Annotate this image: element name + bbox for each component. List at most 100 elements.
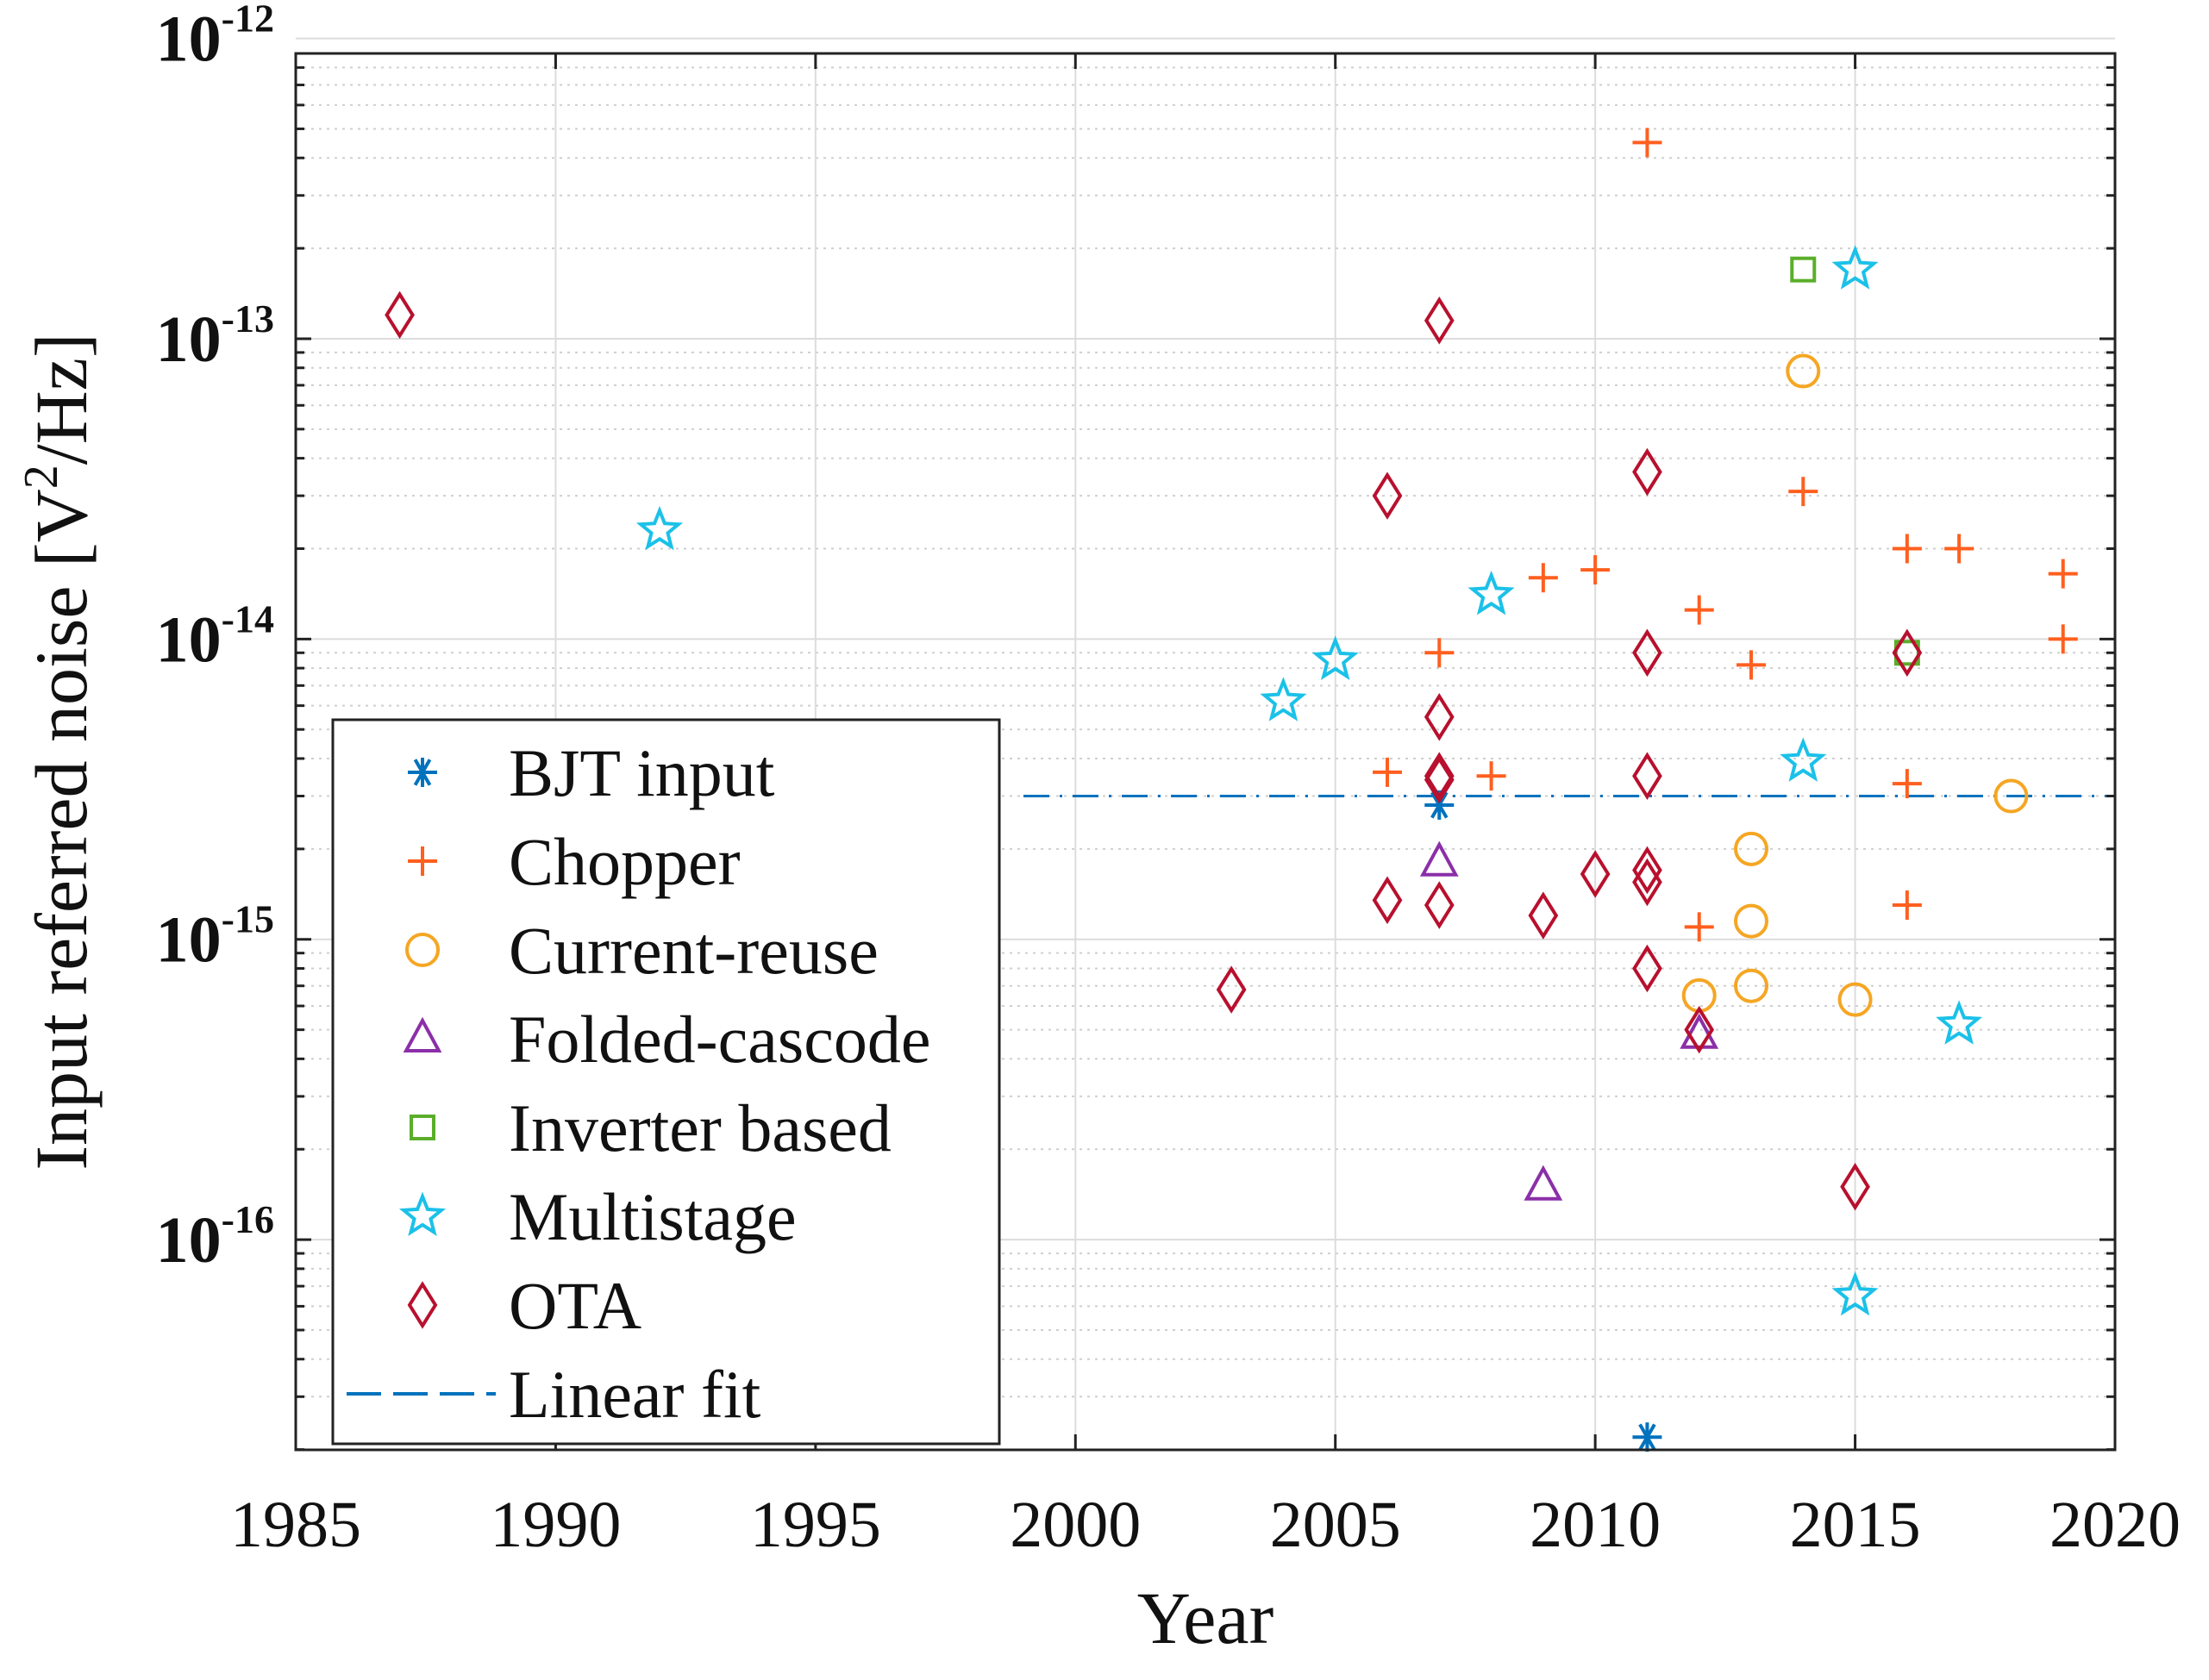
data-point [1680, 1013, 1719, 1049]
legend-item: Folded-cascode [403, 1002, 930, 1077]
data-point [1684, 595, 1714, 625]
legend-label: Multistage [509, 1179, 797, 1254]
data-point [1786, 353, 1821, 389]
y-tick-label-exp: -15 [222, 897, 274, 941]
x-tick-label: 1990 [490, 1489, 621, 1561]
x-tick-label: 2000 [1010, 1489, 1141, 1561]
x-tick-label: 1985 [230, 1489, 361, 1561]
legend-marker [398, 1191, 447, 1237]
data-point [1892, 769, 1922, 799]
y-tick-label: 10-12 [156, 0, 274, 76]
data-point [1993, 778, 2029, 814]
data-point [1424, 755, 1455, 804]
data-point [1424, 693, 1455, 741]
y-tick-label-base: 10 [156, 3, 222, 76]
data-point [1632, 846, 1662, 895]
y-axis-label-sup: 2 [15, 465, 68, 489]
legend-items: BJT input Chopper Current-reuse Folded-casc… [347, 735, 930, 1432]
data-point [1424, 297, 1455, 345]
legend-label: BJT input [509, 735, 775, 810]
y-tick-label: 10-15 [156, 897, 274, 977]
legend-label: Chopper [509, 824, 741, 899]
legend-label: Inverter based [509, 1090, 892, 1165]
y-tick-label-base: 10 [156, 303, 222, 376]
legend-label: Current-reuse [509, 913, 879, 988]
data-point [1424, 881, 1455, 929]
data-point [1737, 650, 1766, 680]
data-point [1944, 534, 1974, 564]
legend-item: Multistage [398, 1179, 797, 1254]
y-tick-label-exp: -13 [222, 297, 274, 340]
data-point [1684, 912, 1714, 942]
legend-marker [410, 1115, 435, 1140]
data-point [1476, 761, 1506, 791]
legend-label: OTA [509, 1268, 641, 1343]
data-point [1372, 876, 1403, 925]
data-point [1780, 737, 1827, 782]
y-tick-label-base: 10 [156, 603, 222, 676]
data-point [1632, 858, 1662, 907]
data-point [1632, 944, 1662, 993]
legend-label: Linear fit [509, 1357, 761, 1432]
series-ota [385, 290, 1923, 1211]
data-point [1260, 677, 1307, 721]
x-tick-label: 2005 [1270, 1489, 1401, 1561]
data-point [1632, 752, 1662, 800]
y-tick-label-exp: -12 [222, 0, 274, 41]
data-point [2048, 624, 2078, 654]
y-tick-label-exp: -14 [222, 596, 274, 640]
data-point [1840, 1163, 1870, 1211]
data-point [1790, 256, 1817, 283]
legend: BJT input Chopper Current-reuse Folded-casc… [331, 718, 1001, 1446]
x-tick-label: 2010 [1530, 1489, 1661, 1561]
data-point [1467, 570, 1515, 615]
data-marks [385, 128, 2078, 1452]
y-tick-label: 10-14 [156, 596, 274, 676]
y-tick-label: 10-13 [156, 297, 274, 376]
data-point [635, 505, 684, 551]
legend-marker [408, 758, 437, 787]
legend-item: Inverter based [410, 1090, 892, 1165]
data-point [1580, 850, 1611, 898]
data-point [1788, 477, 1818, 507]
legend-item: Current-reuse [405, 913, 879, 988]
data-point [1632, 1422, 1662, 1452]
data-point [1372, 472, 1403, 520]
data-point [1528, 563, 1558, 593]
data-point [1831, 1271, 1879, 1316]
data-point [1734, 903, 1768, 939]
y-axis-label-tail: /Hz] [20, 333, 103, 465]
y-axis-label: Input referred noise [V2/Hz] [15, 333, 103, 1170]
data-point [1311, 635, 1359, 681]
series-current-reuse [1681, 353, 2029, 1017]
y-tick-label-base: 10 [156, 1204, 222, 1277]
data-point [1580, 555, 1611, 585]
y-tick-label-exp: -16 [222, 1197, 274, 1241]
legend-box [331, 718, 1001, 1446]
data-point [1524, 1165, 1563, 1201]
data-point [1632, 447, 1662, 497]
legend-marker [408, 846, 437, 876]
data-point [1632, 628, 1662, 678]
x-tick-labels: 1985 1990 1995 2000 2005 2010 2015 2020 [230, 1489, 2181, 1561]
legend-label: Folded-cascode [509, 1002, 930, 1077]
data-point [1892, 628, 1923, 678]
x-axis-label: Year [1137, 1577, 1273, 1659]
legend-item: OTA [407, 1268, 641, 1343]
legend-marker [405, 933, 440, 967]
x-tick-label: 1995 [750, 1489, 881, 1561]
data-point [1936, 1000, 1983, 1045]
legend-item: Chopper [408, 824, 741, 899]
data-point [1424, 638, 1455, 668]
plot-frame [294, 52, 2117, 1452]
axis-ticks [294, 53, 2117, 1452]
data-point [1684, 1005, 1715, 1054]
legend-marker [407, 1281, 438, 1329]
data-point [1837, 982, 1873, 1017]
data-point [2048, 559, 2078, 589]
y-tick-label: 10-16 [156, 1197, 274, 1277]
y-axis-label-base: Input referred noise [V [20, 489, 103, 1170]
x-tick-label: 2015 [1790, 1489, 1921, 1561]
